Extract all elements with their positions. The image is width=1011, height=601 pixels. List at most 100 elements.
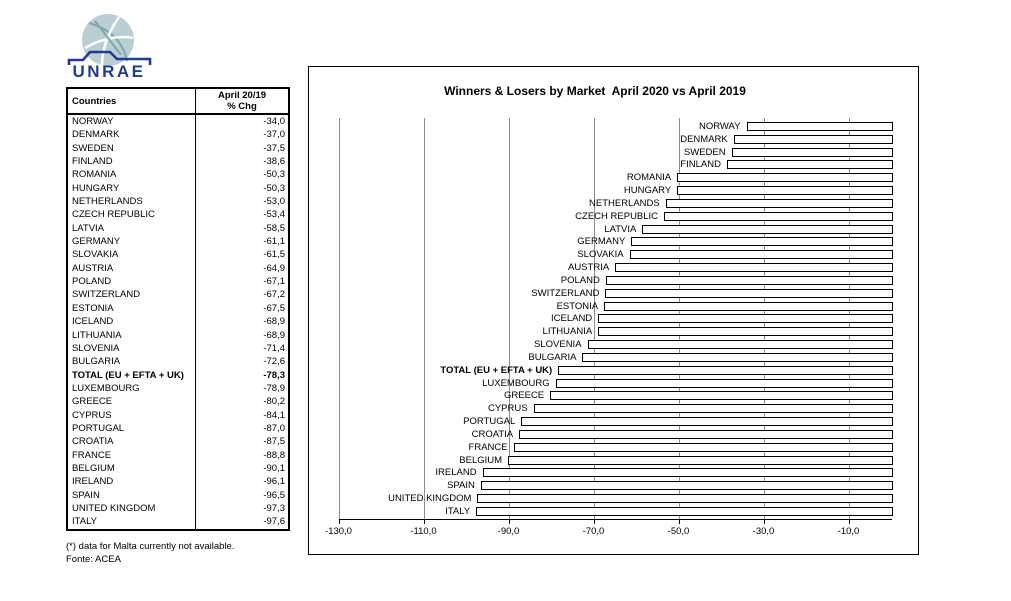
axis-tick-label: -70,0 bbox=[582, 526, 605, 537]
table-cell-country: DENMARK bbox=[68, 128, 196, 142]
chart-bar-label: SLOVENIA bbox=[534, 339, 582, 351]
chart-bar-label: NETHERLANDS bbox=[589, 197, 660, 209]
chart-title: Winners & Losers by Market April 2020 vs… bbox=[444, 84, 746, 98]
axis-tick bbox=[508, 519, 510, 524]
table-cell-value: -68,9 bbox=[263, 316, 285, 328]
table-cell-value: -78,9 bbox=[263, 382, 285, 394]
table-row: LITHUANIA -68,9 bbox=[68, 328, 288, 342]
table-cell-country: CROATIA bbox=[68, 435, 196, 449]
table-cell-value: -58,5 bbox=[263, 222, 285, 234]
table-cell-value: -38,6 bbox=[263, 156, 285, 168]
table-row: POLAND -67,1 bbox=[68, 275, 288, 289]
unrae-logo-graphic: UNRAE bbox=[67, 14, 152, 81]
table-cell-country: LUXEMBOURG bbox=[68, 381, 196, 396]
table-cell-country: ITALY bbox=[68, 515, 196, 529]
table-cell-value: -68,9 bbox=[263, 329, 285, 341]
table-row: CYPRUS -84,1 bbox=[68, 408, 288, 422]
table-row: NETHERLANDS -53,0 bbox=[68, 195, 288, 209]
axis-tick-label: -30,0 bbox=[752, 526, 775, 537]
chart-bar-label: CYPRUS bbox=[487, 403, 528, 415]
table-cell-value: -64,9 bbox=[263, 262, 285, 274]
chart-bar bbox=[482, 468, 893, 478]
chart-bar bbox=[513, 442, 893, 452]
table-cell-value: -90,1 bbox=[263, 462, 285, 474]
table-cell-country: PORTUGAL bbox=[68, 421, 196, 436]
chart-bar-label: TOTAL (EU + EFTA + UK) bbox=[440, 364, 553, 376]
table-header-countries: Countries bbox=[68, 89, 196, 113]
table-row: DENMARK -37,0 bbox=[68, 128, 288, 142]
table-header-change-line2: % Chg bbox=[227, 101, 257, 112]
chart-bar bbox=[677, 173, 893, 183]
chart-bar bbox=[598, 327, 893, 337]
table-cell-country: SWEDEN bbox=[68, 141, 196, 156]
table-row: HUNGARY -50,3 bbox=[68, 181, 288, 196]
gridline bbox=[338, 118, 340, 519]
chart-bar-label: ICELAND bbox=[550, 313, 593, 325]
axis-tick-label: -10,0 bbox=[837, 526, 860, 537]
table-row: SLOVENIA -71,4 bbox=[68, 341, 288, 356]
chart-bar-label: AUSTRIA bbox=[567, 262, 610, 274]
chart-bar-label: NORWAY bbox=[698, 121, 741, 132]
table-row: IRELAND -96,1 bbox=[68, 475, 288, 489]
table-row: CZECH REPUBLIC -53,4 bbox=[68, 208, 288, 222]
chart-bar bbox=[677, 186, 893, 196]
chart-bar bbox=[508, 455, 893, 465]
chart-bar bbox=[726, 160, 893, 170]
unrae-logo: UNRAE bbox=[62, 8, 162, 81]
footnote-source: Fonte: ACEA bbox=[66, 554, 121, 565]
table-cell-value: -61,1 bbox=[263, 236, 285, 248]
chart-bar-label: CROATIA bbox=[471, 428, 514, 440]
axis-tick-label: -130,0 bbox=[325, 526, 352, 537]
table-cell-country: CYPRUS bbox=[68, 408, 196, 422]
chart-bar-label: ROMANIA bbox=[626, 172, 672, 184]
chart-bar-label: POLAND bbox=[560, 274, 600, 286]
chart-bar-label: LUXEMBOURG bbox=[482, 377, 550, 389]
table-cell-country: GREECE bbox=[68, 395, 196, 409]
table-cell-country: TOTAL (EU + EFTA + UK) bbox=[68, 368, 196, 382]
chart-bar-label: BELGIUM bbox=[459, 454, 503, 466]
chart-bar bbox=[582, 352, 893, 362]
table-cell-country: SWITZERLAND bbox=[68, 288, 196, 302]
table-cell-country: LITHUANIA bbox=[68, 328, 196, 342]
axis-tick bbox=[678, 519, 680, 524]
table-cell-country: FINLAND bbox=[68, 155, 196, 169]
table-cell-value: -67,1 bbox=[263, 276, 285, 288]
table-cell-value: -97,3 bbox=[263, 502, 285, 514]
table-cell-country: NORWAY bbox=[68, 115, 196, 129]
table-row: CROATIA -87,5 bbox=[68, 435, 288, 449]
chart-bar-label: ITALY bbox=[445, 505, 471, 517]
axis-tick bbox=[848, 519, 850, 524]
chart-bar-label: CZECH REPUBLIC bbox=[575, 210, 659, 222]
table-row: ITALY -97,6 bbox=[68, 515, 288, 529]
gridline bbox=[508, 118, 510, 519]
chart-bar bbox=[555, 378, 893, 388]
chart-bar bbox=[598, 314, 893, 324]
table-cell-country: BELGIUM bbox=[68, 461, 196, 476]
table-header-change: April 20/19 % Chg bbox=[196, 89, 288, 113]
table-row: FRANCE -88,8 bbox=[68, 448, 288, 462]
axis-tick bbox=[763, 519, 765, 524]
chart-bar bbox=[631, 237, 893, 247]
chart-bar bbox=[746, 122, 893, 131]
table-row: LATVIA -58,5 bbox=[68, 221, 288, 236]
table-row: ICELAND -68,9 bbox=[68, 315, 288, 329]
table-cell-country: AUSTRIA bbox=[68, 261, 196, 276]
chart-bar-label: DENMARK bbox=[680, 133, 728, 145]
table-cell-country: POLAND bbox=[68, 275, 196, 289]
chart-bar bbox=[477, 494, 893, 504]
table-cell-value: -37,0 bbox=[263, 129, 285, 141]
table-cell-country: HUNGARY bbox=[68, 181, 196, 196]
table-row: ESTONIA -67,5 bbox=[68, 301, 288, 316]
table-cell-value: -96,5 bbox=[263, 489, 285, 501]
table-row: PORTUGAL -87,0 bbox=[68, 421, 288, 436]
chart-bar bbox=[605, 288, 893, 298]
table-row: AUSTRIA -64,9 bbox=[68, 261, 288, 276]
table-cell-value: -67,2 bbox=[263, 289, 285, 301]
table-row: BULGARIA -72,6 bbox=[68, 355, 288, 369]
table-row: SWITZERLAND -67,2 bbox=[68, 288, 288, 302]
table-cell-country: IRELAND bbox=[68, 475, 196, 489]
chart-bar bbox=[587, 340, 893, 350]
table-row: GERMANY -61,1 bbox=[68, 235, 288, 249]
chart-bar bbox=[615, 263, 893, 273]
table-row: GREECE -80,2 bbox=[68, 395, 288, 409]
